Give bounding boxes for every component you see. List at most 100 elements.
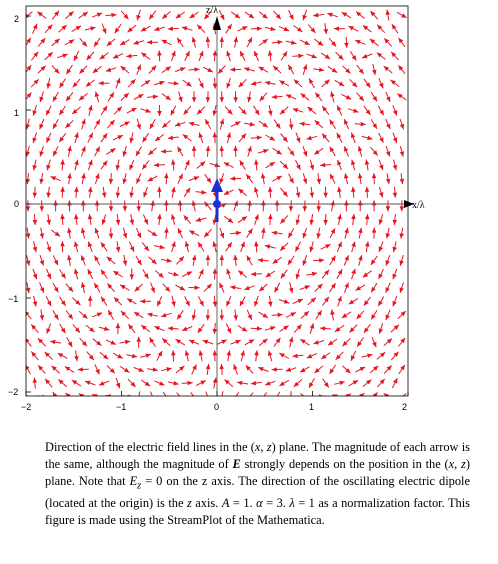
field-arrow-head	[95, 173, 100, 179]
field-arrow-head	[115, 192, 121, 198]
field-arrow-head	[74, 268, 79, 275]
field-arrow-head	[205, 364, 211, 370]
field-arrow-head	[33, 51, 39, 57]
field-arrow-head	[141, 325, 147, 331]
field-arrow-head	[46, 192, 51, 198]
field-arrow-head	[262, 13, 268, 19]
field-arrow-head	[154, 162, 160, 168]
field-arrow-head	[205, 145, 211, 151]
x-tick-0: 0	[214, 402, 219, 412]
field-arrow-head	[144, 381, 151, 387]
field-arrow-head	[80, 227, 86, 234]
field-arrow-head	[221, 203, 227, 208]
field-arrow-head	[75, 327, 80, 333]
field-arrow-head	[280, 218, 286, 224]
field-arrow-head	[26, 233, 31, 239]
field-arrow-head	[155, 136, 161, 141]
field-arrow-head	[247, 146, 252, 152]
field-arrow-head	[289, 150, 295, 156]
field-arrow-head	[226, 268, 231, 275]
field-arrow-head	[51, 365, 57, 371]
field-arrow-head	[81, 173, 86, 179]
field-arrow-head	[314, 149, 320, 155]
field-arrow-head	[360, 121, 366, 127]
field-arrow-head	[372, 341, 377, 348]
field-arrow-head	[159, 80, 165, 86]
field-arrow-head	[189, 13, 195, 19]
field-arrow-head	[257, 258, 264, 263]
field-arrow-head	[141, 52, 147, 58]
field-arrow-head	[379, 164, 384, 171]
field-arrow-head	[302, 206, 308, 212]
field-arrow-head	[385, 178, 391, 184]
field-arrow-head	[95, 369, 100, 375]
field-arrow-head	[44, 352, 50, 358]
field-arrow-head	[31, 351, 37, 357]
field-arrow-head	[136, 232, 141, 239]
field-arrow-head	[372, 150, 378, 156]
field-arrow-head	[271, 230, 277, 236]
field-arrow-head	[88, 105, 93, 111]
field-arrow-head	[267, 50, 273, 56]
field-arrow-head	[356, 11, 362, 17]
field-arrow-head	[32, 273, 38, 280]
field-arrow-head	[378, 300, 383, 307]
field-arrow-head	[282, 191, 288, 197]
field-arrow-head	[316, 178, 322, 185]
field-arrow-head	[372, 69, 377, 75]
field-arrow-head	[280, 273, 286, 279]
axis-ticks	[25, 15, 409, 396]
field-arrow-head	[244, 67, 250, 72]
field-arrow-head	[277, 40, 283, 45]
field-arrow-head	[74, 159, 79, 166]
field-arrow-head	[270, 326, 276, 331]
field-arrow-head	[250, 380, 257, 386]
field-arrow-head	[108, 206, 114, 212]
field-arrow-head	[330, 283, 336, 289]
z-axis-label: z/λ	[206, 5, 218, 16]
field-arrow-head	[106, 40, 113, 46]
field-arrow-head	[191, 315, 197, 321]
field-arrow-head	[379, 82, 384, 89]
field-arrow-head	[53, 314, 59, 320]
field-arrow-head	[328, 340, 334, 346]
field-arrow-head	[330, 309, 335, 315]
field-arrow-head	[247, 314, 252, 320]
field-arrow-head	[198, 242, 203, 248]
field-arrow-head	[280, 109, 286, 115]
field-arrow-head	[120, 66, 126, 71]
field-arrow-head	[142, 164, 148, 170]
field-arrow-head	[138, 367, 144, 372]
field-arrow-head	[317, 310, 322, 316]
field-arrow-head	[330, 228, 336, 234]
field-arrow-head	[219, 232, 225, 239]
field-arrow-head	[32, 192, 38, 198]
field-arrow-head	[293, 79, 300, 85]
field-arrow-head	[341, 313, 348, 318]
field-arrow-head	[233, 36, 238, 43]
field-arrow-head	[149, 123, 155, 129]
field-arrow-head	[297, 299, 303, 304]
field-arrow-shaft	[162, 391, 167, 396]
field-arrow-head	[293, 381, 300, 387]
field-arrow-head	[329, 146, 335, 153]
field-arrow-head	[134, 286, 140, 292]
field-arrow-head	[94, 41, 99, 47]
field-arrow-head	[46, 300, 52, 307]
field-arrow-head	[386, 365, 392, 371]
field-arrow-head	[311, 54, 317, 59]
field-arrow-shaft	[26, 338, 32, 347]
field-arrow-head	[179, 285, 186, 291]
z-tick-1: 1	[14, 108, 19, 118]
field-arrow-head	[314, 368, 320, 373]
field-arrow-head	[113, 271, 119, 276]
field-arrow-head	[85, 380, 91, 385]
field-arrow-head	[254, 301, 259, 307]
field-arrow-head	[309, 78, 314, 84]
field-arrow-head	[129, 274, 135, 280]
field-arrow-head	[99, 54, 106, 60]
field-arrow-head	[178, 173, 183, 180]
field-arrow-head	[399, 260, 404, 266]
field-arrow-head	[87, 269, 93, 275]
field-arrow-head	[258, 367, 264, 372]
